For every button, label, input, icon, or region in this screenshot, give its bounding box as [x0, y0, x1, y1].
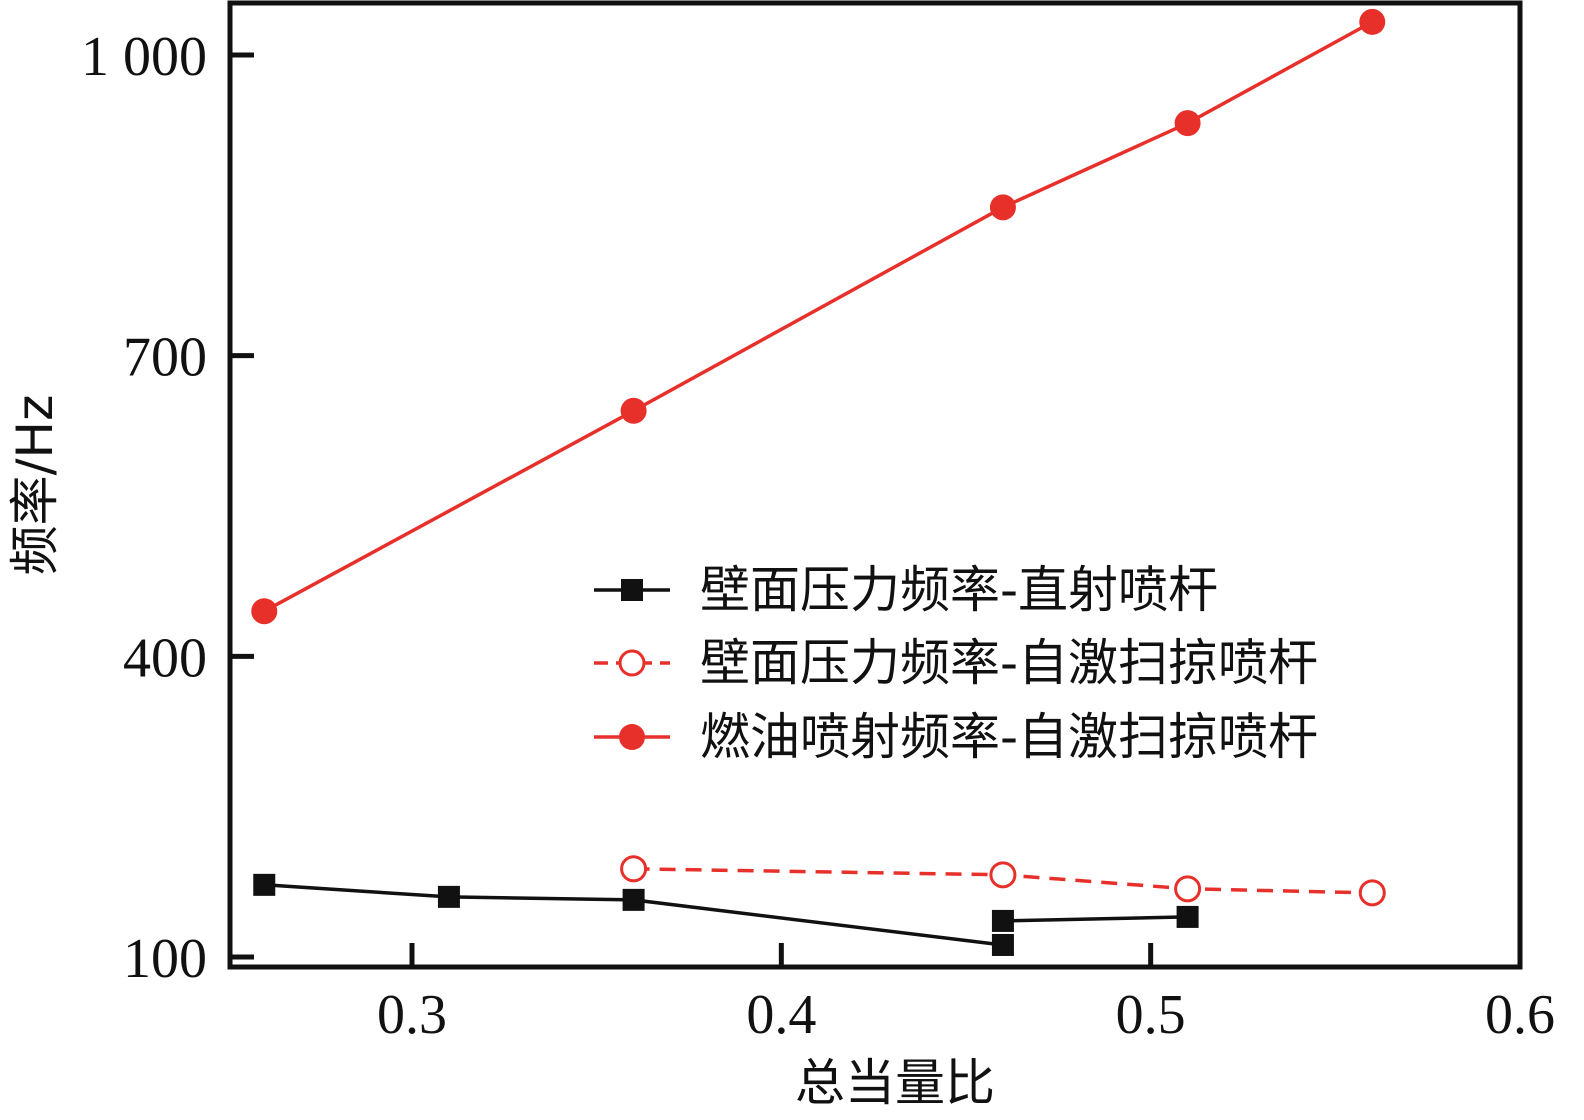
x-tick-label: 0.6 [1485, 984, 1555, 1046]
marker-point [437, 885, 460, 908]
legend-item: 壁面压力频率-自激扫掠喷杆 [594, 634, 1318, 692]
marker-legend [621, 579, 643, 601]
legend-label: 壁面压力频率-自激扫掠喷杆 [700, 634, 1318, 692]
series-line [263, 20, 1374, 613]
marker-point [989, 194, 1016, 221]
marker-point [1358, 879, 1386, 907]
marker-point [991, 909, 1014, 932]
marker-point [622, 888, 645, 911]
marker-legend [618, 649, 646, 677]
x-tick-label: 0.4 [746, 984, 816, 1046]
marker-point [991, 933, 1014, 956]
series-line [633, 867, 1373, 895]
y-tick-label: 100 [123, 928, 207, 990]
series-line [264, 883, 1004, 947]
series-layer [251, 8, 1386, 956]
marker-point [251, 598, 278, 625]
plot-frame [227, 0, 1523, 970]
axis-ticks: 0.3 0.4 0.5 0.6 100 400 700 1 000 [81, 26, 1555, 1046]
marker-point [1174, 110, 1201, 137]
marker-point [1174, 875, 1202, 903]
y-tick-label: 1 000 [81, 26, 207, 88]
series-line [1002, 915, 1188, 923]
legend-item: 壁面压力频率-直射喷杆 [594, 561, 1218, 619]
marker-point [253, 873, 276, 896]
marker-point [1176, 905, 1199, 928]
marker-point [620, 855, 648, 883]
legend-item: 燃油喷射频率-自激扫掠喷杆 [594, 708, 1318, 766]
y-tick-label: 400 [123, 627, 207, 689]
marker-point [989, 861, 1017, 889]
series-3 [251, 8, 1386, 625]
x-axis-label: 总当量比 [795, 1054, 995, 1112]
x-tick-label: 0.3 [377, 984, 447, 1046]
marker-point [620, 397, 647, 424]
marker-point [1359, 8, 1386, 35]
series-2 [620, 855, 1386, 907]
marker-legend [619, 724, 645, 750]
x-tick-label: 0.5 [1116, 984, 1186, 1046]
y-axis-label: 频率/Hz [6, 395, 64, 576]
legend-label: 燃油喷射频率-自激扫掠喷杆 [700, 708, 1318, 766]
y-tick-label: 700 [123, 327, 207, 389]
legend-label: 壁面压力频率-直射喷杆 [700, 561, 1218, 619]
series-1 [253, 873, 1199, 956]
